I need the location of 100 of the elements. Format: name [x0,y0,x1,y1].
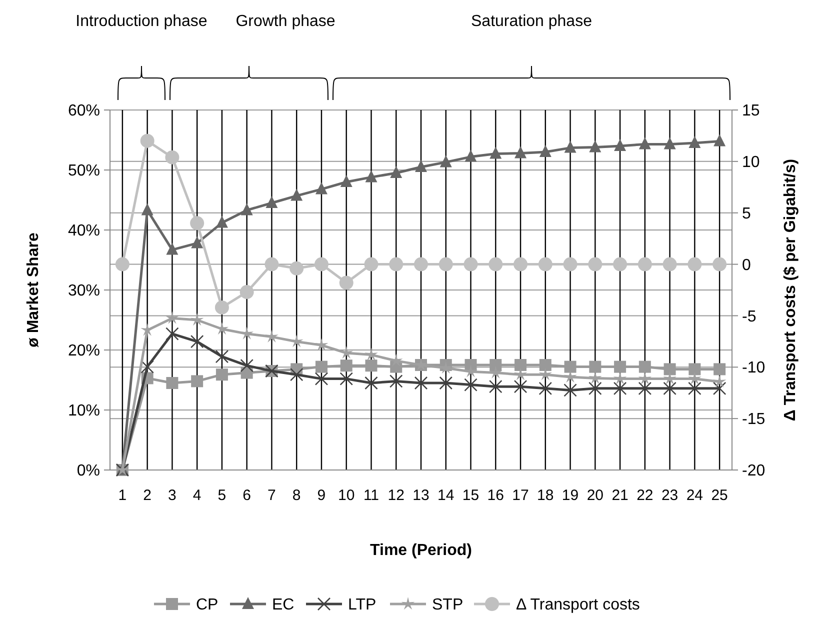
text: Saturation phase [471,13,592,30]
point [165,150,180,164]
x-tick-label: 20 [586,487,604,504]
point [539,145,552,157]
point [240,203,253,216]
point [663,372,676,384]
y2-tick-label: 0 [742,256,751,274]
legend-label: EC [272,596,294,614]
point [440,155,452,168]
point [438,257,453,272]
y2-tick-label: 10 [742,154,760,172]
point [662,257,677,272]
x-tick-label: 11 [363,487,380,504]
point [191,375,204,388]
point [638,360,651,373]
point [638,257,652,272]
x-tick-label: 21 [612,487,628,504]
point [589,140,602,152]
x-tick-label: 17 [512,487,529,504]
point [389,374,403,388]
legend-label: STP [432,596,464,614]
y2-axis-title: Δ Transport costs ($ per Gigabit/s) [782,158,799,422]
point [664,363,676,376]
point [190,313,204,326]
y-tick-label: 20% [68,342,100,360]
point [514,146,527,158]
x-tick-label: 1 [118,487,127,504]
point [140,323,154,336]
x-tick-label: 23 [661,487,678,504]
point [115,257,130,272]
point [365,360,378,372]
x-tick-label: 25 [711,487,728,504]
point [140,360,154,374]
y2-tick-label: -20 [742,462,766,480]
point [638,137,651,150]
point [191,236,204,248]
text: Introduction phase [76,13,208,30]
point [141,203,154,216]
y2-tick-label: -5 [742,308,756,326]
x-tick-label: 15 [462,487,480,504]
point [564,370,577,383]
point [364,376,378,390]
point [588,371,602,384]
point [688,382,702,396]
point [538,382,552,396]
point [638,382,652,396]
point [613,257,628,272]
point [290,368,304,382]
x-tick-label: 24 [686,487,704,504]
point [340,360,352,372]
point [490,146,502,159]
y-tick-label: 30% [68,282,100,300]
point [564,360,576,373]
x-tick-label: 2 [143,487,152,504]
x-tick-label: 9 [317,487,326,504]
point [564,384,577,397]
point [240,326,254,340]
point [166,242,178,255]
x-tick-label: 5 [218,487,226,504]
x-tick-label: 16 [487,487,504,504]
point [464,150,477,162]
point [415,160,427,172]
x-tick-label: 8 [292,487,301,504]
point [190,216,204,230]
point [663,382,676,396]
point [514,380,528,394]
point [216,368,228,381]
point [514,257,528,272]
y-tick-label: 10% [68,402,100,420]
y-tick-label: 0% [76,462,100,480]
x-tick-label: 7 [268,487,276,504]
point [315,360,328,373]
y-tick-label: 60% [68,102,100,120]
y-tick-label: 50% [68,162,100,180]
point [314,372,328,386]
point [414,376,428,390]
x-tick-label: 10 [338,487,355,504]
point [688,136,701,148]
point [613,382,627,396]
point [564,140,576,153]
point [315,182,328,194]
point [214,300,229,314]
point [614,360,626,373]
point [464,364,478,378]
point [464,257,478,272]
y2-tick-label: 15 [742,102,760,120]
point [614,139,626,151]
point [439,376,453,390]
point [538,257,552,272]
point [166,377,178,389]
point [488,257,503,272]
point [712,257,727,272]
point [688,363,701,376]
x-tick-label: 12 [388,487,404,504]
x-tick-label: 4 [192,487,202,504]
point [166,327,179,340]
point [266,196,278,208]
x-tick-label: 18 [537,487,554,504]
x-tick-label: 19 [562,487,579,504]
point [314,338,328,351]
